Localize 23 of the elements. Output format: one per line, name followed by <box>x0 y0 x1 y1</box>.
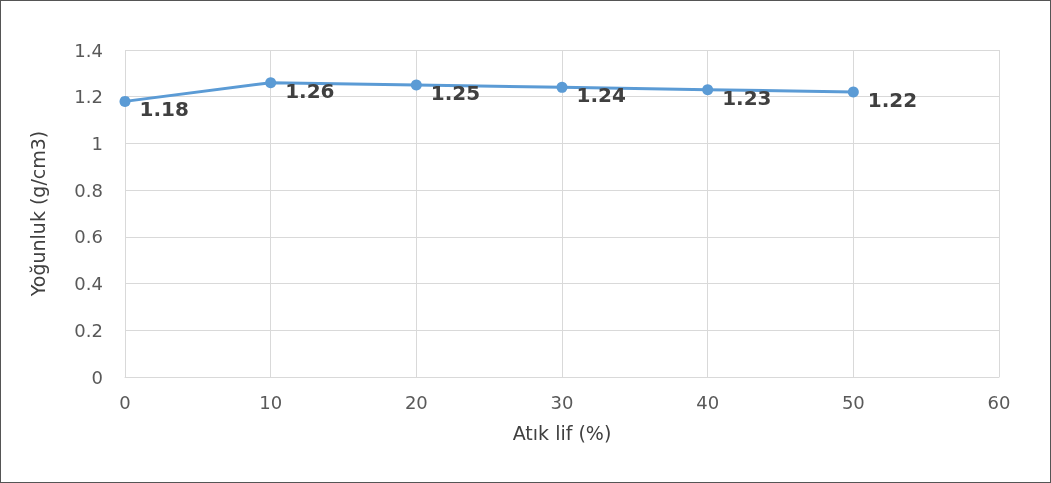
y-tick-label: 0.2 <box>74 319 103 341</box>
y-tick-label: 0.8 <box>74 179 103 201</box>
x-tick-label: 0 <box>119 391 131 413</box>
y-axis-title: Yoğunluk (g/cm3) <box>26 130 49 298</box>
data-label: 1.18 <box>139 97 189 122</box>
x-tick-label: 10 <box>259 391 283 413</box>
y-tick-label: 0 <box>91 366 103 388</box>
data-label: 1.24 <box>576 83 626 108</box>
y-tick-label: 1.4 <box>74 39 103 61</box>
y-tick-label: 1.2 <box>74 86 103 108</box>
data-label: 1.25 <box>430 81 481 106</box>
x-tick-label: 50 <box>841 391 865 413</box>
y-tick-label: 0.6 <box>74 226 103 248</box>
x-axis-title: Atık lif (%) <box>512 421 612 444</box>
data-label: 1.26 <box>285 78 335 103</box>
x-tick-label: 30 <box>550 391 574 413</box>
x-tick-label: 20 <box>404 391 428 413</box>
y-tick-label: 1 <box>91 132 103 154</box>
y-tick-label: 0.4 <box>74 273 103 295</box>
data-label: 1.23 <box>722 85 772 110</box>
x-tick-label: 60 <box>987 391 1011 413</box>
x-tick-label: 40 <box>696 391 720 413</box>
data-label: 1.22 <box>867 88 918 113</box>
